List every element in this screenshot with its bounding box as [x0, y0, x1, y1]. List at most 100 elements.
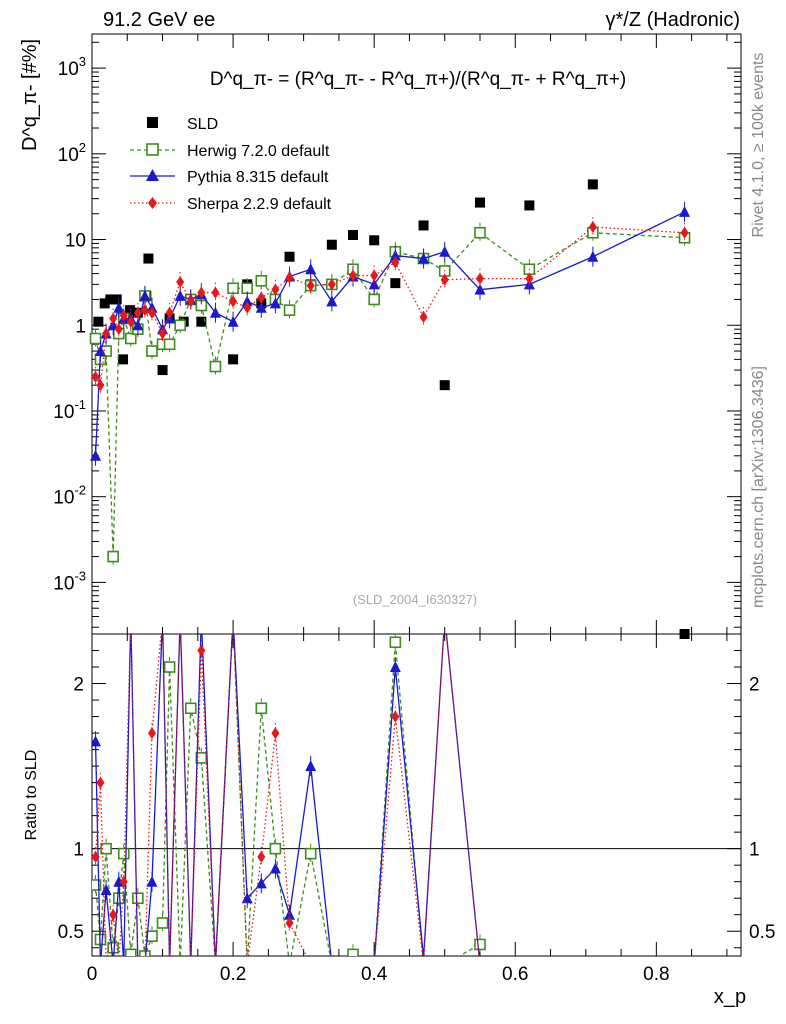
data-point-herwig [255, 275, 268, 287]
ratio-y-tick-label-right: 1 [749, 840, 760, 861]
x-tick-label: 0.6 [502, 964, 528, 985]
ratio-point-herwig [117, 847, 130, 860]
data-point-pythia [474, 283, 486, 295]
ratio-line-pythia [94, 634, 480, 956]
data-point-pythia [255, 301, 267, 313]
data-point-sherpa [102, 327, 111, 340]
data-point-sherpa [147, 306, 156, 319]
data-point-sld [105, 294, 116, 305]
data-point-pythia [679, 205, 691, 217]
data-point-pythia [305, 263, 317, 275]
main-series-layer [89, 179, 691, 639]
data-point-sherpa [126, 315, 135, 328]
ratio-point-herwig [146, 930, 158, 942]
data-point-sld [474, 197, 485, 208]
x-tick-label: 0.2 [220, 964, 246, 985]
main-y-ticks: 10-3 10-2 10-1 1 10 102 103 [53, 41, 741, 628]
x-tick-label: 0 [87, 964, 98, 985]
data-point-sherpa [158, 327, 167, 340]
data-point-sherpa [140, 304, 149, 317]
main-y-tick-label: 10-2 [53, 483, 86, 509]
main-y-tick-label: 102 [58, 140, 86, 166]
main-y-tick-label: 10-1 [53, 397, 86, 423]
ratio-point-pythia [305, 760, 317, 772]
data-point-sld [157, 365, 168, 376]
data-point-pythia [113, 301, 125, 313]
data-point-pythia [132, 319, 144, 331]
ratio-y-tick-label-right: 0.5 [749, 922, 775, 943]
ratio-y-tick-label-right: 2 [749, 675, 760, 696]
data-point-pythia [389, 249, 401, 261]
data-point-sherpa [588, 221, 597, 234]
data-point-herwig [368, 293, 380, 306]
ratio-point-herwig [113, 892, 125, 905]
data-point-sherpa [419, 310, 428, 323]
data-point-herwig [283, 304, 296, 316]
ratio-point-sherpa [257, 850, 266, 863]
data-point-pythia [209, 306, 221, 318]
legend-entry-sherpa: Sherpa 2.2.9 default [130, 196, 332, 213]
ratio-y-tick-label-left: 0.5 [58, 922, 84, 943]
data-point-sherpa [229, 295, 238, 308]
ratio-y-tick-label-left: 1 [73, 840, 84, 861]
data-point-sherpa [186, 295, 195, 308]
data-point-sherpa [243, 301, 252, 314]
ratio-point-pythia [241, 892, 253, 904]
data-point-sld [228, 354, 239, 365]
ratio-panel-frame [91, 633, 742, 957]
main-y-axis-label: D^q_π- [#%] [19, 39, 41, 151]
data-point-sherpa [285, 271, 294, 284]
data-point-sld [196, 316, 207, 327]
data-point-sld [284, 251, 295, 262]
data-point-sherpa [391, 256, 400, 269]
data-point-herwig [89, 332, 102, 345]
data-point-herwig [146, 345, 158, 357]
ratio-y-axis-label: Ratio to SLD [23, 750, 40, 841]
ratio-point-pythia [146, 875, 158, 887]
data-point-pythia [587, 250, 599, 262]
ratio-point-sherpa [391, 710, 400, 723]
main-y-tick-label: 10 [65, 231, 86, 252]
main-y-tick-label: 1 [75, 316, 86, 337]
data-point-sherpa [525, 272, 534, 285]
ratio-point-herwig [304, 847, 317, 860]
legend-label-pythia: Pythia 8.315 default [187, 169, 329, 186]
ratio-point-herwig [269, 842, 282, 855]
ratio-point-herwig [474, 938, 486, 951]
data-point-pythia [326, 295, 338, 307]
data-point-sld [524, 200, 535, 211]
data-point-sld [118, 354, 129, 365]
main-y-tick-label: 103 [58, 54, 86, 80]
x-axis-ticks: 0 0.2 0.4 0.6 0.8 [87, 34, 728, 985]
data-point-pythia [439, 245, 451, 257]
data-point-sld [679, 629, 690, 639]
data-point-sld [99, 298, 110, 309]
ratio-point-sherpa [119, 875, 128, 888]
ratio-point-sherpa [96, 776, 105, 789]
ratio-point-herwig [389, 636, 402, 649]
data-point-pythia [94, 345, 106, 357]
data-point-sherpa [197, 286, 206, 299]
legend-marker-pythia [146, 169, 159, 181]
mcplots-label: mcplots.cern.ch [arXiv:1306.3436] [750, 366, 767, 608]
data-point-herwig [174, 319, 186, 332]
ratio-point-herwig [163, 661, 176, 673]
ratio-point-herwig [100, 842, 112, 855]
data-point-herwig [107, 550, 119, 563]
ratio-point-sherpa [109, 908, 118, 921]
ratio-point-pythia [100, 883, 112, 895]
data-point-herwig [163, 338, 176, 351]
data-point-herwig [209, 360, 222, 373]
ratio-point-herwig [92, 879, 102, 891]
data-point-pythia [418, 252, 430, 264]
x-axis-label: x_p [714, 986, 746, 1008]
ratio-point-herwig [195, 752, 208, 764]
ratio-y-ticks: 0.5 0.5 1 1 2 2 [58, 650, 775, 949]
ratio-point-pythia [255, 877, 267, 889]
ratio-point-sherpa [92, 850, 100, 863]
ratio-point-pythia [389, 661, 401, 673]
ratio-point-pythia [269, 862, 281, 874]
data-point-herwig [474, 226, 486, 239]
data-point-sherpa [257, 291, 266, 304]
ratio-point-sherpa [271, 727, 280, 740]
